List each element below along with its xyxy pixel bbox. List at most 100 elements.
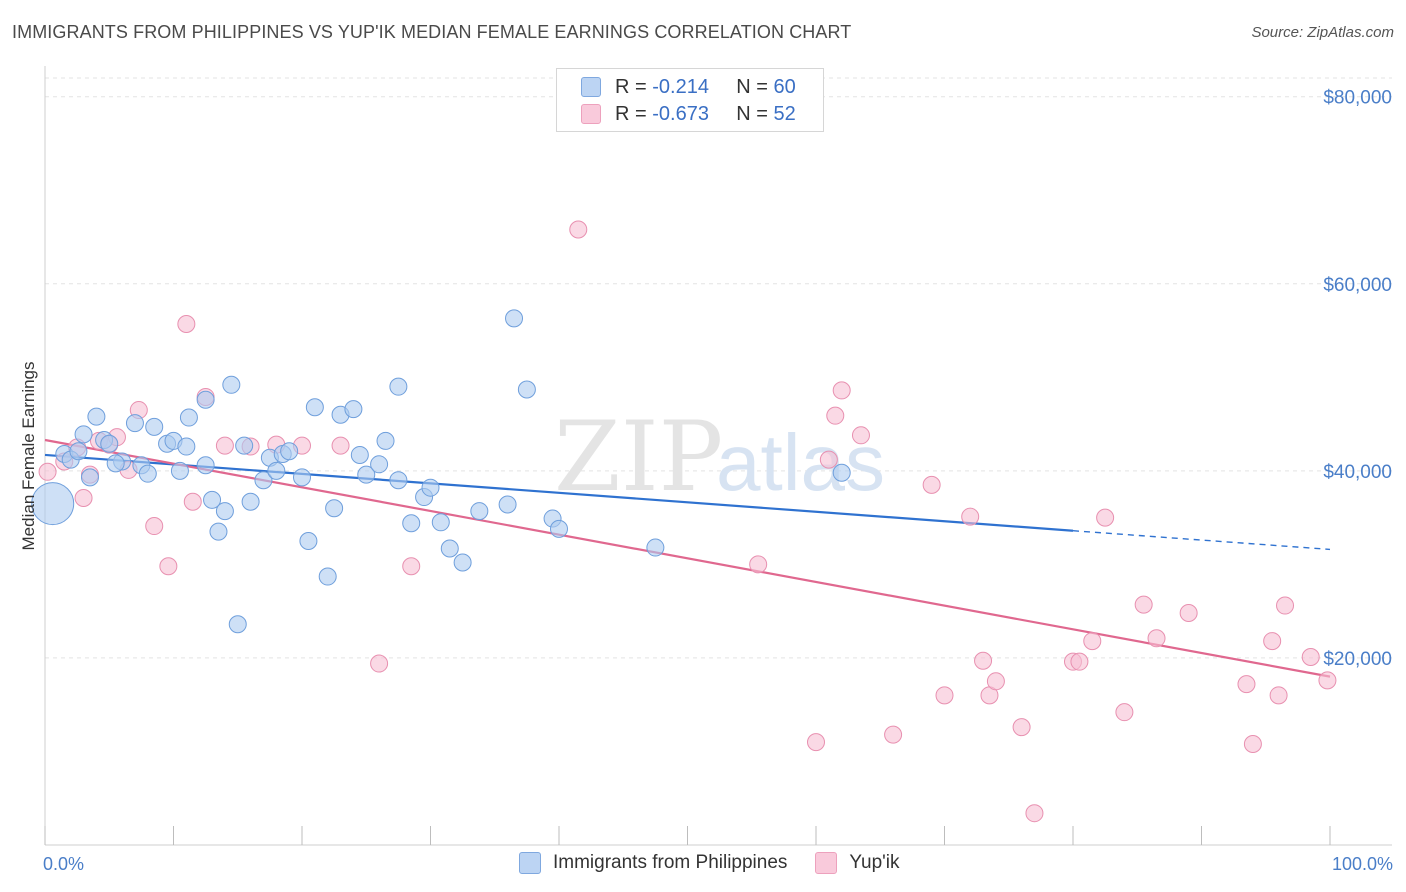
legend-n-value: 60 (773, 75, 796, 98)
legend-r-label: R = (615, 75, 647, 98)
point-philippines (31, 482, 75, 526)
point-philippines (344, 400, 363, 419)
point-philippines (389, 377, 408, 396)
point-philippines (370, 455, 389, 474)
point-yupik (1269, 686, 1288, 705)
x-tick-label: 0.0% (43, 854, 84, 874)
point-philippines (293, 468, 311, 487)
point-yupik (177, 315, 196, 334)
point-philippines (431, 513, 450, 532)
legend-n-label: N = (736, 75, 768, 98)
point-yupik (569, 220, 588, 239)
point-philippines (280, 442, 299, 461)
point-philippines (550, 519, 568, 538)
x-tick-label: 100.0% (1332, 854, 1393, 874)
point-philippines (74, 425, 93, 444)
trend-line-philippines (44, 453, 1074, 532)
point-yupik (832, 381, 851, 400)
point-yupik (370, 654, 389, 673)
point-yupik (1070, 652, 1089, 671)
y-tick-label: $80,000 (1323, 88, 1392, 109)
point-yupik (183, 492, 202, 511)
point-yupik (974, 651, 993, 670)
point-yupik (749, 555, 768, 574)
point-philippines (170, 461, 189, 480)
tick-labels: $20,000 $40,000 $60,000 $80,000 0.0% 100.0% (43, 88, 1393, 874)
point-philippines (267, 461, 286, 480)
point-yupik (1237, 675, 1256, 694)
point-philippines (254, 471, 273, 490)
point-philippines (100, 434, 119, 453)
legend-r-label: R = (615, 102, 647, 125)
y-tick-label: $20,000 (1323, 649, 1392, 670)
point-yupik (1276, 596, 1295, 615)
point-philippines (235, 436, 254, 455)
legend-n-label: N = (736, 102, 768, 125)
point-yupik (884, 725, 903, 744)
point-yupik (159, 557, 178, 576)
data-points (31, 220, 1337, 823)
point-yupik (819, 450, 838, 469)
series-legend-philippines: Immigrants from Philippines (519, 852, 787, 874)
point-philippines (498, 495, 517, 514)
point-philippines (80, 468, 99, 487)
point-yupik (922, 475, 941, 494)
point-yupik (935, 686, 954, 705)
point-philippines (440, 539, 459, 558)
point-yupik (331, 436, 350, 455)
legend-swatch-yupik (581, 104, 601, 124)
legend-n-value: 52 (773, 102, 796, 125)
point-philippines (646, 538, 665, 557)
watermark-zip: ZIP (554, 401, 723, 513)
point-yupik (1096, 508, 1115, 527)
series-legend-yupik: Yup'ik (815, 852, 900, 874)
point-yupik (1301, 647, 1320, 666)
point-philippines (305, 398, 324, 417)
point-philippines (832, 463, 851, 482)
point-yupik (986, 672, 1005, 691)
point-philippines (69, 442, 88, 461)
legend-swatch-philippines (581, 77, 601, 97)
chart-title: IMMIGRANTS FROM PHILIPPINES VS YUP'IK ME… (12, 22, 852, 42)
point-philippines (402, 514, 421, 533)
point-yupik (1318, 671, 1337, 690)
series-swatch-philippines (519, 852, 541, 874)
point-philippines (87, 407, 106, 426)
point-yupik (1025, 804, 1044, 823)
point-yupik (851, 426, 870, 445)
point-philippines (299, 532, 318, 551)
point-yupik (1179, 604, 1198, 623)
point-philippines (421, 478, 440, 497)
y-axis-label: Median Female Earnings (19, 362, 38, 551)
point-yupik (1083, 632, 1102, 651)
point-yupik (1012, 718, 1031, 737)
point-philippines (470, 502, 489, 521)
point-philippines (357, 465, 376, 484)
point-philippines (177, 437, 196, 456)
trend-line-extension-philippines (1072, 530, 1331, 551)
y-tick-label: $60,000 (1323, 275, 1392, 296)
point-philippines (196, 390, 215, 409)
point-yupik (215, 436, 234, 455)
series-swatch-yupik (815, 852, 838, 874)
point-yupik (74, 488, 93, 507)
point-philippines (376, 431, 395, 450)
series-legend: Immigrants from Philippines Yup'ik (519, 852, 928, 874)
legend-r-value: -0.214 (652, 75, 709, 98)
point-philippines (106, 454, 125, 473)
point-philippines (517, 380, 536, 399)
point-yupik (961, 507, 980, 526)
point-philippines (196, 456, 215, 475)
point-philippines (215, 502, 234, 521)
source-label: Source: ZipAtlas.com (1251, 24, 1394, 41)
legend-row-philippines: R = -0.214 N = 60 (581, 75, 796, 99)
series-label-yupik: Yup'ik (849, 852, 900, 873)
point-philippines (241, 492, 260, 511)
point-philippines (318, 567, 337, 586)
grid-lines (45, 77, 1392, 659)
point-philippines (350, 445, 369, 464)
legend-r-value: -0.673 (652, 102, 709, 125)
point-yupik (1134, 595, 1153, 614)
point-philippines (179, 408, 198, 427)
correlation-legend: R = -0.214 N = 60 R = -0.673 N = 52 (556, 68, 824, 132)
